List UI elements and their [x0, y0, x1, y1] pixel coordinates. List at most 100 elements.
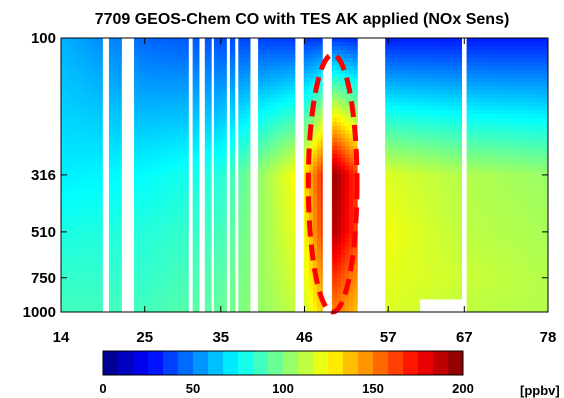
- heatmap-cell: [85, 270, 90, 275]
- heatmap-cell: [117, 250, 122, 255]
- heatmap-cell: [293, 266, 298, 271]
- heatmap-cell: [141, 126, 146, 131]
- heatmap-cell: [133, 146, 138, 151]
- heatmap-cell: [157, 246, 162, 251]
- heatmap-cell: [289, 246, 294, 251]
- heatmap-cell: [65, 190, 70, 195]
- heatmap-cell: [85, 178, 90, 183]
- heatmap-cell: [257, 206, 262, 211]
- heatmap-cell: [61, 94, 66, 99]
- heatmap-cell: [185, 222, 190, 227]
- heatmap-cell: [237, 154, 242, 159]
- heatmap-cell: [97, 38, 102, 43]
- heatmap-cell: [217, 154, 222, 159]
- heatmap-cell: [153, 198, 158, 203]
- heatmap-cell: [169, 106, 174, 111]
- heatmap-cell: [173, 202, 178, 207]
- heatmap-cell: [85, 122, 90, 127]
- heatmap-cell: [93, 210, 98, 215]
- heatmap-cell: [69, 258, 74, 263]
- heatmap-cell: [73, 134, 78, 139]
- heatmap-cell: [209, 114, 214, 119]
- heatmap-cell: [285, 142, 290, 147]
- heatmap-cell: [197, 182, 202, 187]
- heatmap-cell: [317, 286, 322, 291]
- heatmap-cell: [113, 306, 118, 311]
- heatmap-cell: [85, 138, 90, 143]
- heatmap-cell: [317, 154, 322, 159]
- heatmap-cell: [229, 142, 234, 147]
- heatmap-cell: [213, 162, 218, 167]
- heatmap-cell: [285, 214, 290, 219]
- heatmap-cell: [133, 202, 138, 207]
- heatmap-cell: [341, 270, 346, 275]
- heatmap-cell: [257, 82, 262, 87]
- heatmap-cell: [221, 90, 226, 95]
- heatmap-cell: [153, 278, 158, 283]
- heatmap-cell: [185, 90, 190, 95]
- heatmap-cell: [233, 178, 238, 183]
- heatmap-cell: [245, 210, 250, 215]
- heatmap-cell: [349, 142, 354, 147]
- heatmap-cell: [277, 150, 282, 155]
- heatmap-cell: [337, 230, 342, 235]
- heatmap-cell: [213, 222, 218, 227]
- heatmap-cell: [173, 274, 178, 279]
- heatmap-cell: [113, 266, 118, 271]
- heatmap-cell: [213, 278, 218, 283]
- heatmap-cell: [61, 130, 66, 135]
- heatmap-cell: [273, 90, 278, 95]
- heatmap-cell: [277, 74, 282, 79]
- heatmap-cell: [113, 142, 118, 147]
- heatmap-cell: [241, 78, 246, 83]
- heatmap-cell: [157, 86, 162, 91]
- heatmap-cell: [337, 178, 342, 183]
- heatmap-cell: [181, 98, 186, 103]
- heatmap-cell: [229, 98, 234, 103]
- heatmap-cell: [237, 282, 242, 287]
- heatmap-cell: [233, 50, 238, 55]
- heatmap-cell: [177, 130, 182, 135]
- heatmap-cell: [205, 54, 210, 59]
- heatmap-cell: [221, 58, 226, 63]
- heatmap-cell: [233, 182, 238, 187]
- heatmap-cell: [269, 178, 274, 183]
- heatmap-cell: [265, 230, 270, 235]
- heatmap-cell: [317, 174, 322, 179]
- heatmap-cell: [269, 154, 274, 159]
- heatmap-cell: [61, 70, 66, 75]
- heatmap-cell: [213, 170, 218, 175]
- heatmap-cell: [81, 210, 86, 215]
- heatmap-cell: [217, 42, 222, 47]
- heatmap-cell: [245, 194, 250, 199]
- heatmap-cell: [173, 110, 178, 115]
- heatmap-cell: [177, 138, 182, 143]
- heatmap-cell: [109, 198, 114, 203]
- heatmap-cell: [93, 170, 98, 175]
- heatmap-cell: [85, 194, 90, 199]
- heatmap-cell: [213, 290, 218, 295]
- heatmap-cell: [221, 106, 226, 111]
- heatmap-cell: [85, 146, 90, 151]
- heatmap-cell: [257, 282, 262, 287]
- heatmap-cell: [281, 226, 286, 231]
- heatmap-cell: [69, 94, 74, 99]
- heatmap-cell: [261, 234, 266, 239]
- heatmap-cell: [237, 310, 242, 313]
- heatmap-cell: [217, 166, 222, 171]
- heatmap-cell: [197, 218, 202, 223]
- heatmap-cell: [229, 90, 234, 95]
- heatmap-cell: [205, 122, 210, 127]
- heatmap-cell: [241, 178, 246, 183]
- heatmap-cell: [65, 62, 70, 67]
- heatmap-cell: [117, 246, 122, 251]
- heatmap-cell: [77, 86, 82, 91]
- heatmap-cell: [133, 194, 138, 199]
- heatmap-cell: [305, 282, 310, 287]
- heatmap-cell: [345, 50, 350, 55]
- heatmap-cell: [89, 170, 94, 175]
- heatmap-cell: [213, 142, 218, 147]
- heatmap-cell: [209, 162, 214, 167]
- heatmap-cell: [181, 198, 186, 203]
- heatmap-cell: [65, 170, 70, 175]
